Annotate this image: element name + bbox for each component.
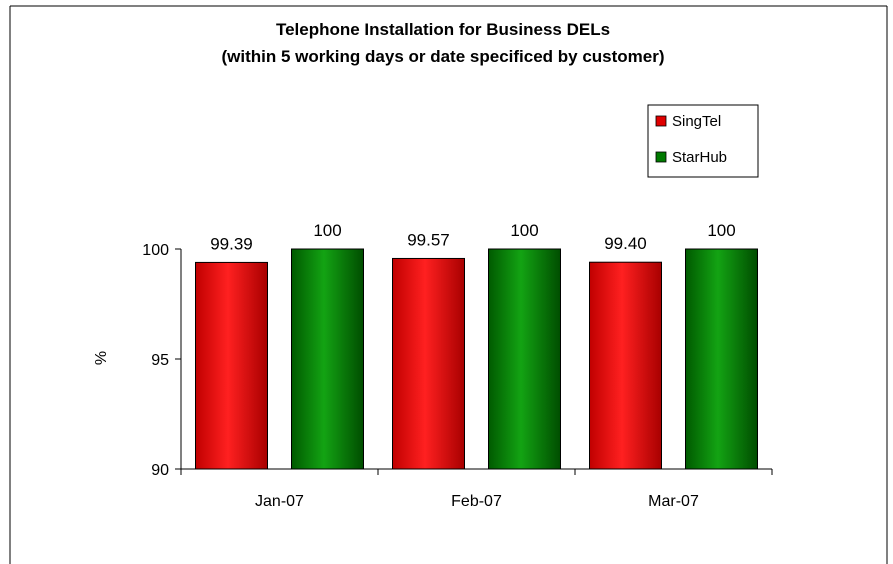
bar-singtel-feb-07 xyxy=(392,257,465,470)
legend-swatch-singtel xyxy=(655,115,667,127)
data-label-singtel-feb-07: 99.57 xyxy=(407,230,450,249)
chart-title: Telephone Installation for Business DELs xyxy=(276,20,610,39)
y-tick-label: 100 xyxy=(142,242,169,259)
bar-singtel-jan-07 xyxy=(195,261,268,470)
bar-starhub-mar-07 xyxy=(685,248,758,470)
bar-starhub-feb-07 xyxy=(488,248,561,470)
bars xyxy=(195,248,758,470)
data-label-starhub-feb-07: 100 xyxy=(510,221,538,240)
data-label-starhub-mar-07: 100 xyxy=(707,221,735,240)
bar-starhub-jan-07 xyxy=(291,248,364,470)
y-tick-label: 95 xyxy=(151,352,169,369)
bar-singtel-mar-07 xyxy=(589,261,662,470)
data-label-starhub-jan-07: 100 xyxy=(313,221,341,240)
data-label-singtel-jan-07: 99.39 xyxy=(210,234,253,253)
data-label-singtel-mar-07: 99.40 xyxy=(604,234,647,253)
legend-label-singtel: SingTel xyxy=(672,113,721,130)
y-tick-label: 90 xyxy=(151,462,169,479)
legend: SingTel StarHub xyxy=(647,104,759,178)
legend-swatch-starhub xyxy=(655,151,667,163)
y-axis-title: % xyxy=(93,351,110,365)
x-tick-label: Jan-07 xyxy=(255,493,304,510)
data-labels: 99.39 100 99.57 100 99.40 100 xyxy=(210,221,735,253)
chart-subtitle: (within 5 working days or date specifice… xyxy=(221,47,664,66)
x-tick-label: Feb-07 xyxy=(451,493,502,510)
x-tick-label: Mar-07 xyxy=(648,493,699,510)
legend-label-starhub: StarHub xyxy=(672,149,727,166)
axes: 90 95 100 Jan-07 Feb-07 Mar-07 xyxy=(142,242,773,510)
